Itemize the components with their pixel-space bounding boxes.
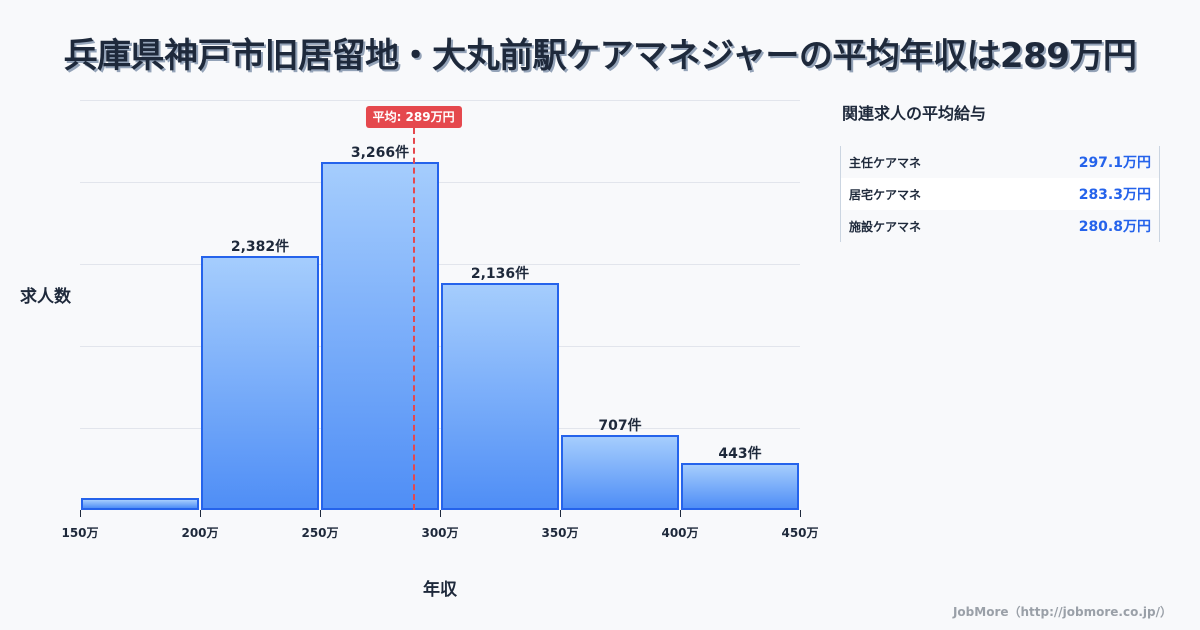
job-name: 居宅ケアマネ [849,187,922,202]
mean-badge: 平均: 289万円 [365,106,462,128]
gridline [80,428,800,429]
x-tick [560,510,561,517]
salary-row: 居宅ケアマネ 283.3万円 [841,178,1159,210]
y-axis-label: 求人数 [20,287,71,307]
salary-row: 施設ケアマネ 280.8万円 [841,210,1159,242]
related-salary-panel: 関連求人の平均給与 主任ケアマネ 297.1万円 居宅ケアマネ 283.3万円 … [840,100,1160,242]
bar-value-label: 2,382件 [230,239,290,256]
x-tick-label: 400万 [661,526,699,540]
footer-credit: JobMore（http://jobmore.co.jp/） [952,605,1172,619]
bar-value-label: 443件 [718,445,762,462]
related-salary-title: 関連求人の平均給与 [842,104,987,123]
job-name: 施設ケアマネ [849,219,922,234]
gridline [80,182,800,183]
x-tick-label: 250万 [301,526,339,540]
salary-row: 主任ケアマネ 297.1万円 [841,146,1159,178]
x-axis-label: 年収 [423,580,457,600]
x-tick [80,510,81,517]
x-tick [680,510,681,517]
histogram-bar [201,256,319,510]
histogram-chart: 2,382件 3,266件 2,136件 707件 443件 平均: 289万円 150… [20,100,819,600]
x-tick [200,510,201,517]
histogram-bar [441,282,559,510]
histogram-bar [81,498,199,510]
gridline [80,264,800,265]
bar-value-label: 2,136件 [470,265,530,282]
bar-value-label: 3,266件 [350,145,410,162]
gridline [80,346,800,347]
page-title: 兵庫県神戸市旧居留地・大丸前駅ケアマネジャーの平均年収は289万円 [63,36,1137,76]
salary-value: 280.8万円 [1078,219,1151,235]
x-tick-label: 200万 [181,526,219,540]
mean-line [412,128,415,510]
histogram-bar [321,162,439,510]
related-salary-table: 主任ケアマネ 297.1万円 居宅ケアマネ 283.3万円 施設ケアマネ 280… [840,146,1160,242]
salary-value: 283.3万円 [1078,187,1151,203]
x-tick-label: 450万 [781,526,819,540]
x-tick-label: 150万 [61,526,99,540]
salary-value: 297.1万円 [1078,155,1151,171]
bar-value-label: 707件 [598,417,642,434]
histogram-bar [561,434,679,510]
gridline [80,100,800,101]
job-name: 主任ケアマネ [849,155,922,170]
histogram-bar [681,462,799,510]
x-tick [320,510,321,517]
x-tick-label: 350万 [541,526,579,540]
x-tick [440,510,441,517]
x-tick-label: 300万 [421,526,459,540]
x-tick [800,510,801,517]
